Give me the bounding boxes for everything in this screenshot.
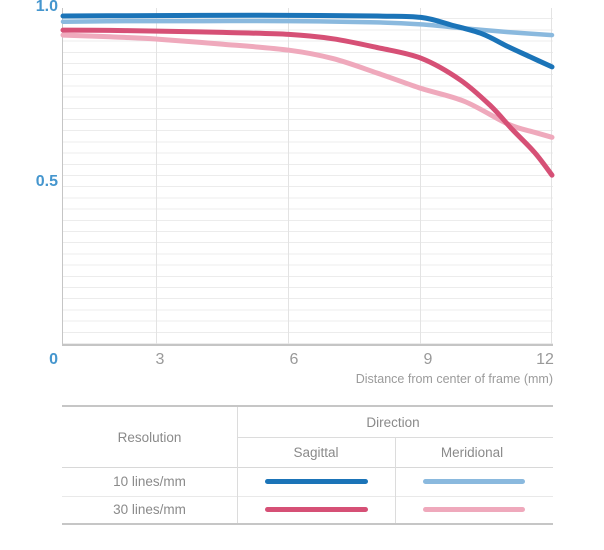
x-axis-tick-3: 3	[155, 351, 165, 368]
vertical-gridline-6	[288, 8, 289, 344]
column-divider-direction	[395, 437, 396, 523]
legend-line-30-sagittal	[265, 507, 368, 512]
direction-header: Direction	[366, 414, 420, 430]
row-separator	[62, 496, 553, 497]
sagittal-column-header: Sagittal	[293, 444, 339, 460]
resolution-header: Resolution	[117, 429, 182, 445]
y-axis-tick-0.5: 0.5	[35, 173, 58, 190]
vertical-gridline-12	[551, 8, 552, 344]
legend-line-10-sagittal	[265, 479, 368, 484]
vertical-gridline-9	[420, 8, 421, 344]
plot-area	[62, 8, 553, 346]
header-separator	[62, 467, 553, 468]
x-axis-title: Distance from center of frame (mm)	[355, 372, 553, 386]
axis-origin-label: 0	[49, 351, 58, 368]
row-label-30-lines: 30 lines/mm	[113, 502, 186, 517]
row-label-10-lines: 10 lines/mm	[113, 474, 186, 489]
column-divider-resolution	[237, 407, 238, 523]
y-axis-tick-1.0: 1.0	[35, 0, 58, 15]
vertical-gridline-3	[156, 8, 157, 344]
x-axis-tick-6: 6	[289, 351, 299, 368]
legend-table: Resolution Direction Sagittal Meridional…	[62, 405, 553, 525]
x-axis-tick-9: 9	[423, 351, 433, 368]
legend-line-30-meridional	[423, 507, 525, 512]
x-axis-tick-12: 12	[536, 351, 554, 368]
legend-line-10-meridional	[423, 479, 525, 484]
meridional-column-header: Meridional	[440, 444, 504, 460]
